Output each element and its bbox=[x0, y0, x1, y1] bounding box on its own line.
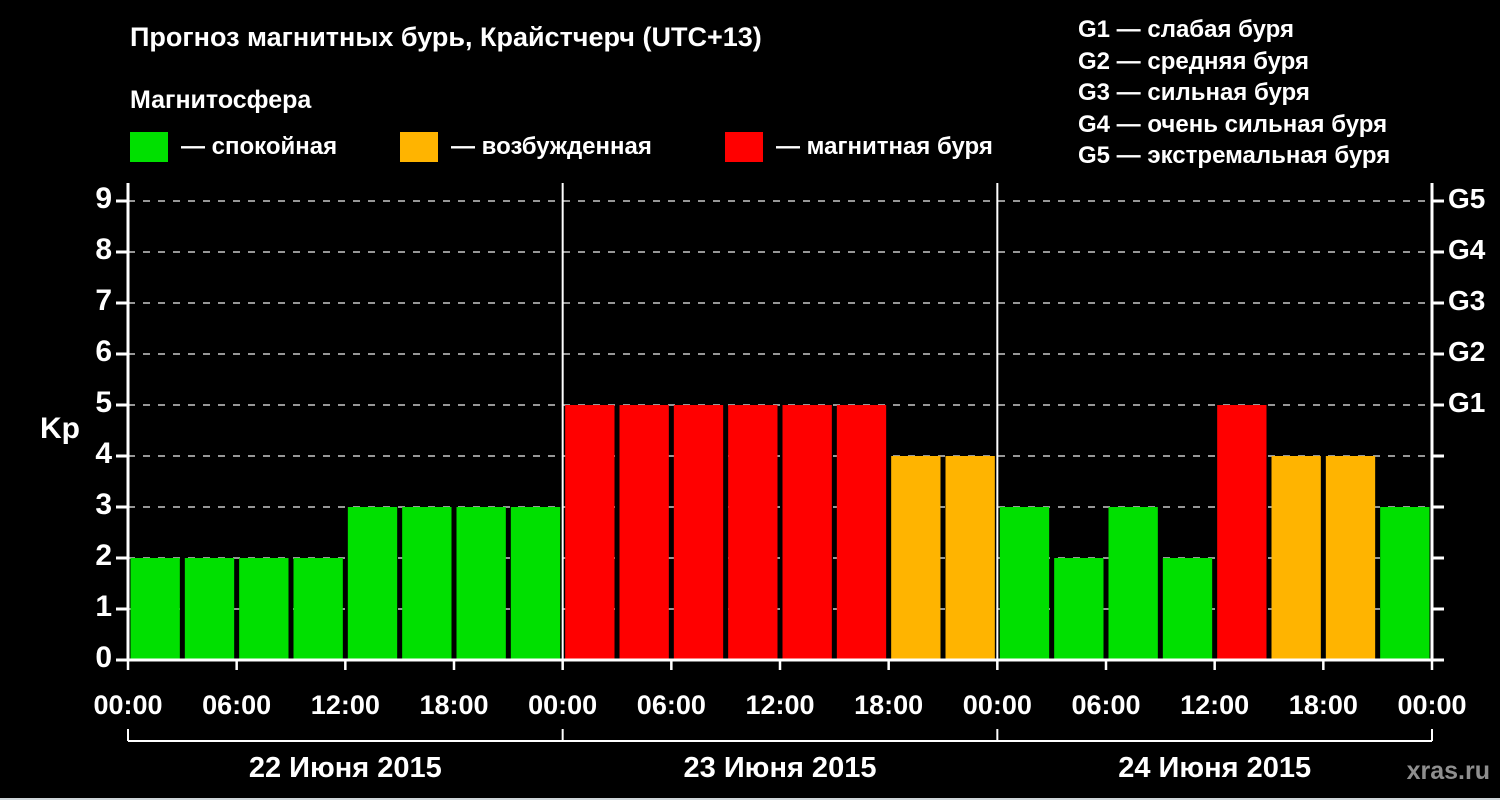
kp-bar bbox=[456, 507, 506, 660]
kp-bar bbox=[1108, 507, 1158, 660]
excited-color-swatch bbox=[400, 132, 438, 162]
legend-label-storm: — магнитная буря bbox=[776, 133, 993, 160]
y-axis-tick-label: 9 bbox=[95, 182, 112, 215]
y-axis-tick-label: 5 bbox=[95, 386, 112, 419]
y-axis-tick-label: 6 bbox=[95, 335, 112, 368]
legend-item-excited: — возбужденная bbox=[400, 132, 652, 162]
legend-label-excited: — возбужденная bbox=[451, 133, 652, 160]
g-scale-item-g4: G4 — очень сильная буря bbox=[1078, 110, 1388, 138]
kp-bar bbox=[402, 507, 452, 660]
kp-bar bbox=[891, 456, 941, 660]
y-axis-tick-label: 3 bbox=[95, 488, 112, 521]
kp-bar bbox=[510, 507, 561, 660]
right-axis-g-label: G3 bbox=[1448, 285, 1486, 316]
legend-item-quiet: — спокойная bbox=[130, 132, 337, 162]
x-axis-tick-label: 18:00 bbox=[419, 690, 489, 720]
x-axis-tick-label: 00:00 bbox=[1397, 690, 1467, 720]
kp-bar bbox=[999, 507, 1050, 660]
legend-label-quiet: — спокойная bbox=[181, 133, 338, 160]
kp-bar bbox=[619, 405, 669, 660]
kp-bar bbox=[1054, 558, 1104, 660]
x-axis-tick-label: 00:00 bbox=[93, 690, 163, 720]
right-axis-g-label: G4 bbox=[1448, 234, 1486, 265]
kp-bar bbox=[130, 558, 180, 660]
y-axis-tick-label: 8 bbox=[95, 233, 112, 266]
x-axis-tick-label: 06:00 bbox=[636, 690, 706, 720]
date-label: 22 Июня 2015 bbox=[248, 752, 442, 784]
kp-bar bbox=[184, 558, 235, 660]
storm-color-swatch bbox=[725, 132, 763, 162]
kp-bar bbox=[945, 456, 995, 660]
x-axis-tick-label: 18:00 bbox=[1288, 690, 1358, 720]
date-label: 23 Июня 2015 bbox=[683, 752, 877, 784]
magnetosphere-label: Магнитосфера bbox=[130, 86, 312, 114]
kp-bar bbox=[782, 405, 832, 660]
date-label: 24 Июня 2015 bbox=[1118, 752, 1312, 784]
g-scale-item-g2: G2 — средняя буря bbox=[1078, 47, 1309, 75]
x-axis-tick-label: 06:00 bbox=[1071, 690, 1141, 720]
kp-bar bbox=[1217, 405, 1267, 660]
kp-bar bbox=[1162, 558, 1213, 660]
legend-item-storm: — магнитная буря bbox=[725, 132, 993, 162]
watermark: xras.ru bbox=[1406, 757, 1490, 785]
kp-bar bbox=[1380, 507, 1430, 660]
right-axis-g-label: G2 bbox=[1448, 336, 1486, 367]
y-axis-tick-label: 4 bbox=[95, 437, 112, 470]
kp-bar bbox=[728, 405, 778, 660]
kp-bar bbox=[293, 558, 343, 660]
g-scale-item-g1: G1 — слабая буря bbox=[1078, 16, 1295, 43]
kp-bar bbox=[1325, 456, 1376, 660]
y-axis-title: Kp bbox=[40, 412, 80, 445]
kp-bar bbox=[673, 405, 724, 660]
kp-bar bbox=[239, 558, 289, 660]
y-axis-tick-label: 2 bbox=[95, 539, 112, 572]
g-scale-item-g5: G5 — экстремальная буря bbox=[1078, 142, 1391, 169]
x-axis-tick-label: 00:00 bbox=[962, 690, 1032, 720]
kp-bar bbox=[347, 507, 398, 660]
y-axis-tick-label: 7 bbox=[95, 284, 112, 317]
y-axis-tick-label: 0 bbox=[95, 641, 112, 674]
kp-bar bbox=[565, 405, 615, 660]
y-axis-tick-label: 1 bbox=[95, 590, 112, 623]
kp-bar bbox=[836, 405, 887, 660]
page-bottom-border bbox=[0, 798, 1500, 800]
x-axis-tick-label: 18:00 bbox=[854, 690, 924, 720]
x-axis-tick-label: 12:00 bbox=[310, 690, 380, 720]
kp-bar bbox=[1271, 456, 1321, 660]
x-axis-tick-label: 12:00 bbox=[1180, 690, 1250, 720]
g-scale-legend: G1 — слабая буря G2 — средняя буря G3 — … bbox=[1078, 14, 1390, 172]
chart-title: Прогноз магнитных бурь, Крайстчерч (UTC+… bbox=[130, 22, 762, 52]
x-axis-tick-label: 12:00 bbox=[745, 690, 815, 720]
x-axis-tick-label: 06:00 bbox=[202, 690, 272, 720]
right-axis-g-label: G1 bbox=[1448, 387, 1486, 418]
g-scale-item-g3: G3 — сильная буря bbox=[1078, 79, 1310, 106]
x-axis-tick-label: 00:00 bbox=[528, 690, 598, 720]
quiet-color-swatch bbox=[130, 132, 168, 162]
right-axis-g-label: G5 bbox=[1448, 183, 1486, 214]
